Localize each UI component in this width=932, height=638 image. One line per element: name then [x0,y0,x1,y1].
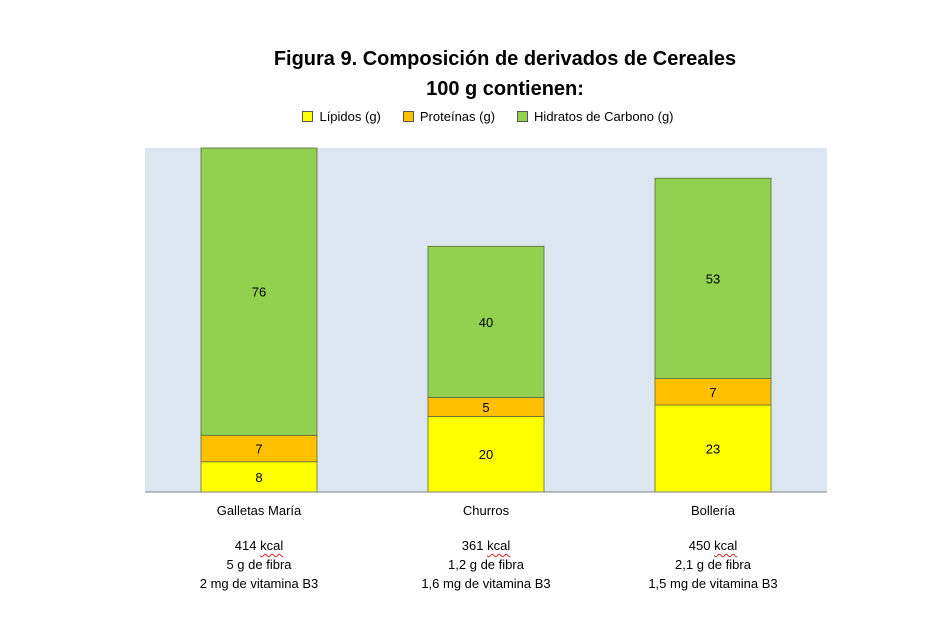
data-label-2-1: 40 [479,315,493,330]
nutrition-note-galletas: 414 kcal 5 g de fibra 2 mg de vitamina B… [149,536,369,593]
legend-label-lipidos: Lípidos (g) [319,109,381,124]
legend-item-hidratos: Hidratos de Carbono (g) [517,109,674,124]
vitamina-line: 2 mg de vitamina B3 [199,576,319,591]
data-label-2-0: 76 [252,285,266,300]
bar-segment-1-2 [654,378,772,406]
kcal-line: 361 kcal [461,538,511,553]
bar-segment-0-2 [654,404,772,493]
vitamina-line: 1,6 mg de vitamina B3 [421,576,551,591]
legend-swatch-lipidos [302,111,314,122]
legend-item-proteinas: Proteínas (g) [402,109,496,124]
legend-label-proteinas: Proteínas (g) [419,109,496,124]
bar-segment-1-0 [200,434,318,463]
bar-segment-0-1 [427,415,545,493]
category-label-churros: Churros [462,503,510,518]
fibra-line: 2,1 g de fibra [675,557,751,572]
fibra-line: 5 g de fibra [226,557,292,572]
kcal-line: 414 kcal [234,538,284,553]
nutrition-note-churros: 361 kcal 1,2 g de fibra 1,6 mg de vitami… [376,536,596,593]
legend-swatch-hidratos [517,111,529,122]
data-label-1-1: 5 [482,400,489,415]
legend-swatch-proteinas [402,111,414,122]
kcal-line: 450 kcal [688,538,738,553]
chart-subtitle: 100 g contienen: [426,78,584,100]
data-label-0-1: 20 [479,447,493,462]
bar-segment-2-1 [427,245,545,398]
data-label-2-2: 53 [706,271,720,286]
data-label-0-2: 23 [706,442,720,457]
category-label-bolleria: Bollería [690,503,736,518]
fibra-line: 1,2 g de fibra [448,557,524,572]
chart-title: Figura 9. Composición de derivados de Ce… [273,48,737,70]
bar-segment-2-2 [654,177,772,379]
vitamina-line: 1,5 mg de vitamina B3 [648,576,778,591]
legend: Lípidos (g) Proteínas (g) Hidratos de Ca… [0,109,932,124]
data-label-0-0: 8 [255,470,262,485]
data-label-1-0: 7 [255,442,262,457]
legend-label-hidratos: Hidratos de Carbono (g) [534,109,674,124]
data-label-1-2: 7 [709,385,716,400]
category-label-galletas: Galletas María [216,503,302,518]
bar-segment-2-0 [200,147,318,436]
legend-item-lipidos: Lípidos (g) [302,109,381,124]
nutrition-note-bolleria: 450 kcal 2,1 g de fibra 1,5 mg de vitami… [603,536,823,593]
